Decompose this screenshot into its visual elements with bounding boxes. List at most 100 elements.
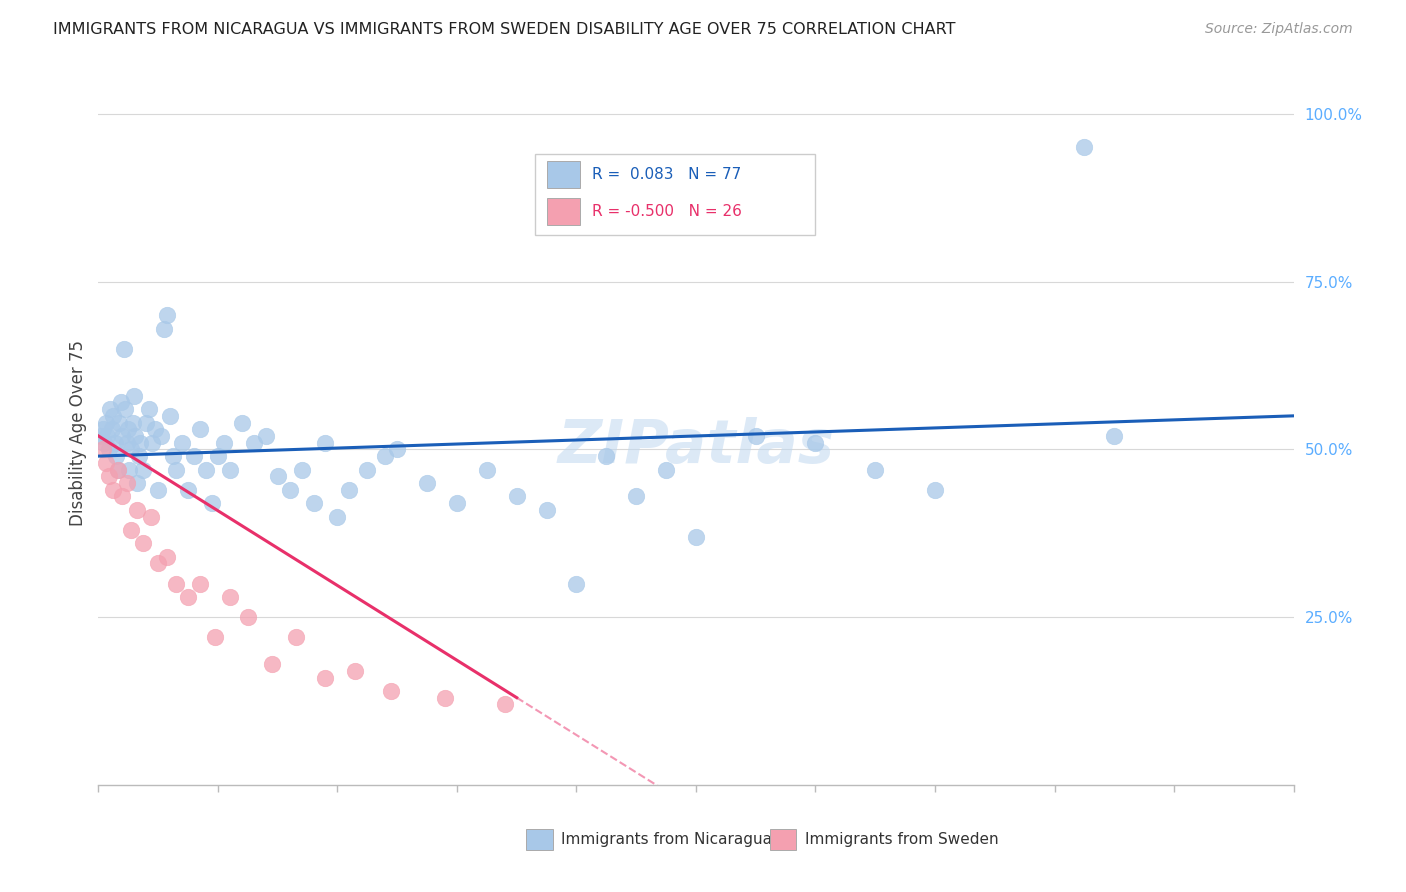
- Point: [118, 462, 141, 476]
- Point: [98, 442, 121, 457]
- Point: [243, 435, 266, 450]
- Point: [156, 549, 179, 564]
- Point: [595, 449, 617, 463]
- Point: [1104, 429, 1126, 443]
- Point: [291, 462, 314, 476]
- Text: R =  0.083   N = 77: R = 0.083 N = 77: [592, 167, 741, 182]
- Point: [114, 402, 136, 417]
- Point: [231, 416, 253, 430]
- Point: [148, 483, 170, 497]
- Point: [165, 576, 187, 591]
- Point: [143, 422, 166, 436]
- Point: [103, 409, 125, 423]
- Point: [207, 449, 229, 463]
- Point: [94, 416, 117, 430]
- Point: [536, 503, 558, 517]
- Point: [148, 557, 170, 571]
- FancyBboxPatch shape: [526, 829, 553, 850]
- Point: [188, 422, 211, 436]
- Point: [339, 483, 361, 497]
- Text: Immigrants from Nicaragua: Immigrants from Nicaragua: [561, 831, 772, 847]
- Text: R = -0.500   N = 26: R = -0.500 N = 26: [592, 204, 742, 219]
- Text: IMMIGRANTS FROM NICARAGUA VS IMMIGRANTS FROM SWEDEN DISABILITY AGE OVER 75 CORRE: IMMIGRANTS FROM NICARAGUA VS IMMIGRANTS …: [53, 22, 956, 37]
- Point: [172, 435, 194, 450]
- Point: [127, 503, 149, 517]
- Point: [446, 496, 468, 510]
- Point: [344, 664, 367, 678]
- Point: [141, 435, 163, 450]
- Point: [212, 435, 235, 450]
- Point: [108, 416, 131, 430]
- Point: [111, 429, 134, 443]
- Point: [90, 429, 112, 443]
- Point: [91, 422, 114, 436]
- Point: [132, 462, 155, 476]
- Point: [91, 442, 114, 457]
- Point: [302, 496, 325, 510]
- Point: [138, 402, 160, 417]
- Point: [655, 462, 678, 476]
- Point: [745, 429, 768, 443]
- Text: ZIPatlas: ZIPatlas: [557, 417, 835, 476]
- Point: [120, 442, 142, 457]
- Point: [254, 429, 277, 443]
- Point: [434, 690, 457, 705]
- Point: [924, 483, 946, 497]
- Point: [96, 429, 118, 443]
- Point: [284, 630, 307, 644]
- Point: [153, 321, 176, 335]
- Point: [565, 576, 588, 591]
- Point: [117, 422, 139, 436]
- Point: [150, 429, 173, 443]
- Point: [103, 483, 125, 497]
- Point: [506, 489, 529, 503]
- Point: [107, 462, 129, 476]
- Point: [267, 469, 290, 483]
- Text: Immigrants from Sweden: Immigrants from Sweden: [804, 831, 998, 847]
- Point: [380, 684, 402, 698]
- Point: [177, 483, 200, 497]
- Point: [804, 435, 827, 450]
- Point: [124, 429, 146, 443]
- Point: [201, 496, 224, 510]
- Point: [128, 449, 150, 463]
- FancyBboxPatch shape: [547, 161, 581, 188]
- Point: [111, 489, 134, 503]
- Point: [165, 462, 187, 476]
- FancyBboxPatch shape: [547, 198, 581, 225]
- Point: [124, 389, 146, 403]
- Point: [195, 462, 218, 476]
- Point: [100, 422, 122, 436]
- Point: [374, 449, 396, 463]
- Point: [865, 462, 887, 476]
- Text: Source: ZipAtlas.com: Source: ZipAtlas.com: [1205, 22, 1353, 37]
- Point: [122, 416, 145, 430]
- Point: [188, 576, 211, 591]
- Point: [110, 395, 132, 409]
- Point: [219, 590, 242, 604]
- Point: [260, 657, 283, 672]
- Y-axis label: Disability Age Over 75: Disability Age Over 75: [69, 340, 87, 525]
- Point: [177, 590, 200, 604]
- Point: [236, 610, 259, 624]
- Point: [204, 630, 226, 644]
- Point: [356, 462, 378, 476]
- FancyBboxPatch shape: [534, 154, 815, 235]
- Point: [132, 536, 155, 550]
- Point: [685, 530, 707, 544]
- FancyBboxPatch shape: [770, 829, 796, 850]
- Point: [416, 475, 439, 490]
- Point: [162, 449, 184, 463]
- Point: [139, 509, 162, 524]
- Point: [1073, 140, 1095, 154]
- Point: [107, 462, 129, 476]
- Point: [112, 342, 135, 356]
- Point: [183, 449, 205, 463]
- Point: [219, 462, 242, 476]
- Point: [159, 409, 181, 423]
- Point: [94, 456, 117, 470]
- Point: [105, 449, 128, 463]
- Point: [115, 475, 138, 490]
- Point: [98, 402, 122, 417]
- Point: [156, 308, 179, 322]
